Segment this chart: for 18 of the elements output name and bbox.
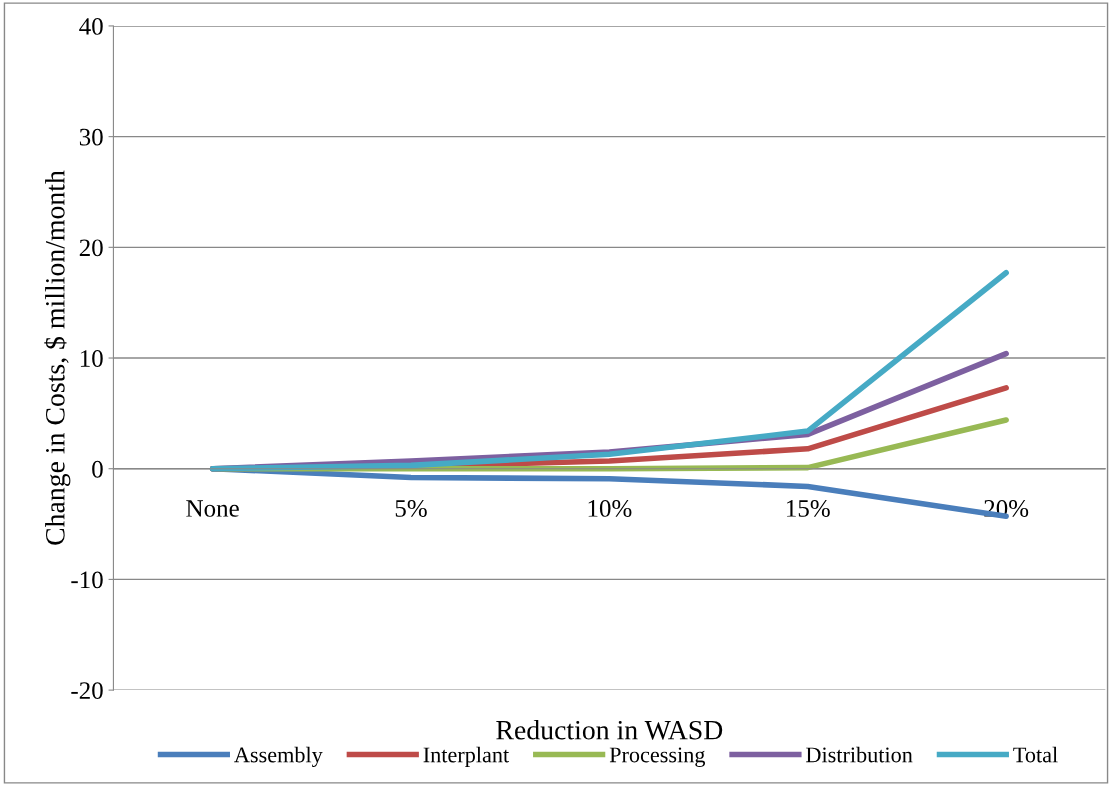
legend-label: Assembly [234,746,323,767]
legend-label: Processing [609,747,706,767]
y-tick-label: 40 [79,17,103,35]
y-tick-label: -10 [71,571,103,589]
y-tick-label: 20 [79,239,103,257]
y-tick-label: -20 [71,682,103,700]
y-tick-label: 30 [79,128,103,146]
x-tick-label: 5% [395,500,427,517]
x-tick-label: 10% [588,500,632,517]
legend-label: Distribution [806,746,913,763]
legend-label: Interplant [423,746,510,767]
y-tick-label: 10 [80,350,103,367]
x-tick-label: 15% [787,500,830,517]
legend-label: Total [1013,746,1058,763]
y-axis-title: Change in Costs, $ million/month [44,170,71,545]
x-tick-label: None [186,500,239,517]
x-axis-title: Reduction in WASD [496,720,723,740]
y-tick-label: 0 [92,460,103,478]
